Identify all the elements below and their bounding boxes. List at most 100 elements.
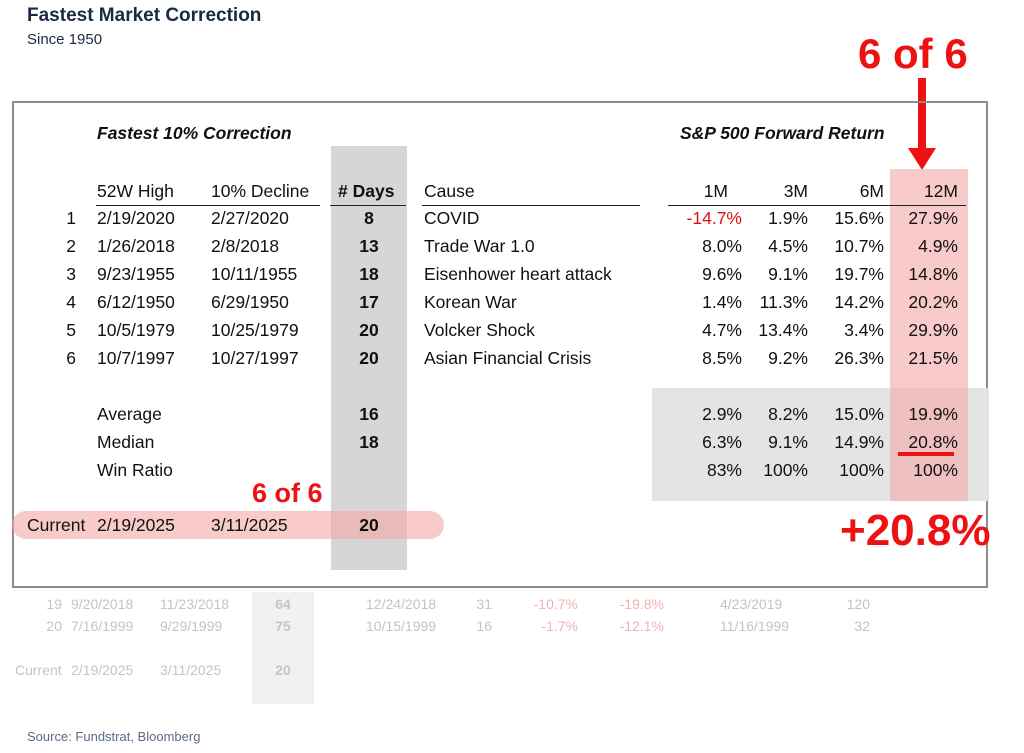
row-return-1m: -14.7%: [686, 208, 742, 228]
faded-current-days: 20: [275, 662, 291, 678]
row-10pct-decline: 10/11/1955: [211, 264, 298, 284]
faded-current-label: Current: [15, 662, 62, 678]
row-return-6m: 15.6%: [834, 208, 884, 228]
row-cause: COVID: [424, 208, 480, 228]
faded-pct-1: -10.7%: [533, 596, 578, 612]
row-cause: Eisenhower heart attack: [424, 264, 612, 284]
row-return-3m: 4.5%: [768, 236, 808, 256]
row-return-3m: 13.4%: [758, 320, 808, 340]
row-10pct-decline: 10/25/1979: [211, 320, 299, 340]
row-return-12m: 20.2%: [908, 292, 958, 312]
row-52w-high: 9/23/1955: [97, 264, 175, 284]
faded-52w-high: 9/20/2018: [71, 596, 134, 612]
row-days: 20: [359, 320, 379, 340]
row-cause: Asian Financial Crisis: [424, 348, 592, 368]
row-return-12m: 27.9%: [908, 208, 958, 228]
section-heading-forward-return: S&P 500 Forward Return: [680, 123, 885, 143]
row-10pct-decline: 2/27/2020: [211, 208, 289, 228]
header-rule-cause: [422, 205, 640, 206]
faded-pct-1: -1.7%: [541, 618, 578, 634]
header-rule-days: [330, 205, 406, 206]
row-return-6m: 3.4%: [844, 320, 884, 340]
median-underline: [898, 452, 954, 456]
row-return-12m: 21.5%: [908, 348, 958, 368]
faded-trough-date: 12/24/2018: [366, 596, 437, 612]
row-return-3m: 11.3%: [759, 292, 808, 312]
row-days: 18: [359, 264, 379, 284]
row-return-3m: 1.9%: [768, 208, 808, 228]
faded-trough-days: 16: [476, 618, 492, 634]
faded-current-high: 2/19/2025: [71, 662, 134, 678]
row-cause: Korean War: [424, 292, 517, 312]
source-note: Source: Fundstrat, Bloomberg: [27, 729, 201, 744]
stat-return-1m: 2.9%: [702, 404, 742, 424]
stat-return-6m: 100%: [839, 460, 884, 480]
current-10pct-decline: 3/11/2025: [211, 515, 288, 535]
faded-recovery-days: 32: [854, 618, 870, 634]
col-header-10pct-decline: 10% Decline: [211, 181, 310, 201]
faded-days: 75: [275, 618, 291, 634]
current-days: 20: [359, 515, 379, 535]
stat-return-3m: 8.2%: [768, 404, 808, 424]
stat-return-1m: 6.3%: [702, 432, 742, 452]
row-52w-high: 1/26/2018: [97, 236, 175, 256]
row-return-1m: 8.5%: [702, 348, 742, 368]
faded-recovery-date: 11/16/1999: [720, 618, 790, 634]
faded-trough-days: 31: [476, 596, 492, 612]
page-title: Fastest Market Correction: [27, 5, 262, 26]
current-52w-high: 2/19/2025: [97, 515, 175, 535]
row-return-12m: 4.9%: [918, 236, 958, 256]
row-52w-high: 6/12/1950: [97, 292, 175, 312]
stat-return-12m: 20.8%: [908, 432, 958, 452]
row-return-12m: 29.9%: [908, 320, 958, 340]
col-header-6m: 6M: [859, 181, 884, 201]
twelve-month-column-highlight: [890, 169, 968, 501]
col-header-52w-high: 52W High: [97, 181, 174, 201]
days-column-highlight: [331, 146, 407, 570]
faded-pct-2: -19.8%: [619, 596, 664, 612]
row-10pct-decline: 6/29/1950: [211, 292, 289, 312]
stat-return-3m: 100%: [763, 460, 808, 480]
faded-decline: 9/29/1999: [160, 618, 223, 634]
col-header-12m: 12M: [923, 181, 958, 201]
stat-return-12m: 100%: [913, 460, 958, 480]
faded-days: 64: [275, 596, 291, 612]
row-days: 8: [364, 208, 374, 228]
section-heading-correction: Fastest 10% Correction: [97, 123, 292, 143]
row-return-12m: 14.8%: [908, 264, 958, 284]
faded-rank: 19: [46, 596, 62, 612]
header-rule-dates: [96, 205, 320, 206]
stat-return-3m: 9.1%: [768, 432, 808, 452]
current-label: Current: [27, 515, 86, 535]
row-days: 20: [359, 348, 379, 368]
faded-days-column: [252, 592, 314, 704]
stat-label: Median: [97, 432, 155, 452]
row-rank: 4: [66, 292, 76, 312]
col-header-3m: 3M: [783, 181, 808, 201]
faded-decline: 11/23/2018: [160, 596, 230, 612]
faded-trough-date: 10/15/1999: [366, 618, 437, 634]
row-10pct-decline: 10/27/1997: [211, 348, 299, 368]
row-return-1m: 4.7%: [702, 320, 742, 340]
row-return-6m: 10.7%: [834, 236, 884, 256]
col-header-1m: 1M: [703, 181, 728, 201]
faded-recovery-date: 4/23/2019: [720, 596, 783, 612]
row-days: 17: [359, 292, 379, 312]
row-rank: 6: [66, 348, 76, 368]
row-return-6m: 26.3%: [834, 348, 884, 368]
stat-label: Average: [97, 404, 162, 424]
down-arrow-icon: [908, 148, 936, 170]
row-return-6m: 14.2%: [834, 292, 884, 312]
current-row-highlight: [12, 511, 444, 539]
row-10pct-decline: 2/8/2018: [211, 236, 280, 256]
row-52w-high: 2/19/2020: [97, 208, 175, 228]
header-rule-returns: [668, 205, 966, 206]
col-header-days: # Days: [338, 181, 395, 201]
faded-rank: 20: [46, 618, 62, 634]
page-subtitle: Since 1950: [27, 31, 103, 48]
stat-days: 18: [359, 432, 379, 452]
row-cause: Trade War 1.0: [424, 236, 535, 256]
faded-52w-high: 7/16/1999: [71, 618, 134, 634]
row-days: 13: [359, 236, 379, 256]
row-rank: 5: [66, 320, 76, 340]
